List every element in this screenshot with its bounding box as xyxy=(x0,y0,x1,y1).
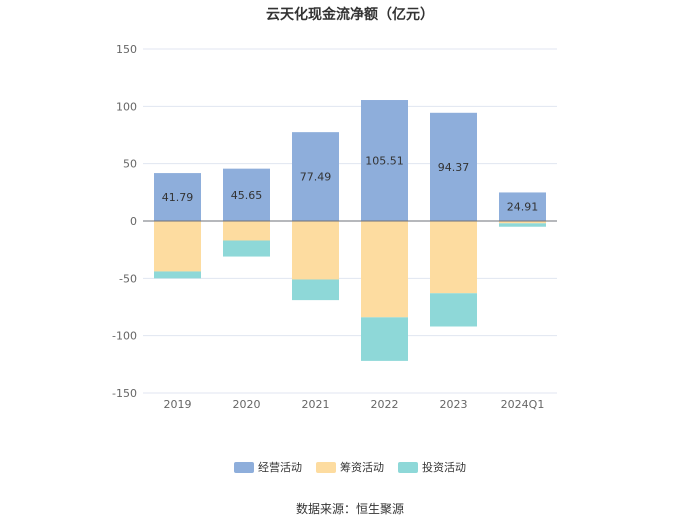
bar xyxy=(361,317,408,361)
label-layer: 41.79 45.65 77.49 105.51 94.37 24.91 xyxy=(162,155,539,214)
x-tick-label: 2019 xyxy=(164,398,192,411)
bar xyxy=(430,293,477,327)
y-tick-label: -150 xyxy=(112,387,137,400)
x-tick-label: 2021 xyxy=(302,398,330,411)
data-label: 77.49 xyxy=(300,171,332,184)
legend-swatch xyxy=(398,461,418,473)
legend-swatch xyxy=(316,461,336,473)
bar xyxy=(154,271,201,279)
data-label: 105.51 xyxy=(365,155,404,168)
data-label: 24.91 xyxy=(507,201,539,214)
y-tick-label: 100 xyxy=(116,100,137,113)
bar xyxy=(223,240,270,257)
legend-label: 投资活动 xyxy=(422,461,466,474)
x-tick-label: 2024Q1 xyxy=(501,398,545,411)
grid-layer xyxy=(143,48,557,394)
bar xyxy=(154,221,201,272)
y-tick-label: -100 xyxy=(112,330,137,343)
bar xyxy=(430,112,477,221)
data-label: 45.65 xyxy=(231,189,263,202)
bar xyxy=(499,223,546,227)
y-tick-label: 50 xyxy=(123,158,137,171)
bar xyxy=(430,221,477,294)
data-source: 数据来源：恒生聚源 xyxy=(295,502,404,516)
chart-title: 云天化现金流净额（亿元） xyxy=(266,7,434,23)
legend-item[interactable]: 筹资活动 xyxy=(316,459,384,475)
x-tick-label: 2023 xyxy=(440,398,468,411)
bar-layer xyxy=(154,100,546,361)
y-tick-label: 150 xyxy=(116,43,137,56)
data-label: 41.79 xyxy=(162,191,194,204)
legend-item[interactable]: 经营活动 xyxy=(234,459,302,475)
bar xyxy=(223,168,270,221)
bar xyxy=(499,221,546,224)
legend: 经营活动 筹资活动 投资活动 xyxy=(0,459,700,475)
axis-layer: 150 100 50 0 -50 -100 -150 2019 2020 2021 2022 2023… xyxy=(112,43,557,411)
bar xyxy=(223,221,270,241)
data-label: 94.37 xyxy=(438,161,470,174)
bar xyxy=(154,173,201,221)
bar xyxy=(361,221,408,318)
bar xyxy=(499,192,546,221)
x-tick-label: 2022 xyxy=(371,398,399,411)
bar xyxy=(361,100,408,221)
bar xyxy=(292,221,339,280)
bar xyxy=(292,132,339,221)
x-tick-label: 2020 xyxy=(233,398,261,411)
bar xyxy=(292,279,339,301)
y-tick-label: -50 xyxy=(119,272,137,285)
legend-label: 筹资活动 xyxy=(340,461,384,474)
legend-label: 经营活动 xyxy=(258,461,302,474)
legend-swatch xyxy=(234,461,254,473)
y-tick-label: 0 xyxy=(130,215,137,228)
legend-item[interactable]: 投资活动 xyxy=(398,459,466,475)
